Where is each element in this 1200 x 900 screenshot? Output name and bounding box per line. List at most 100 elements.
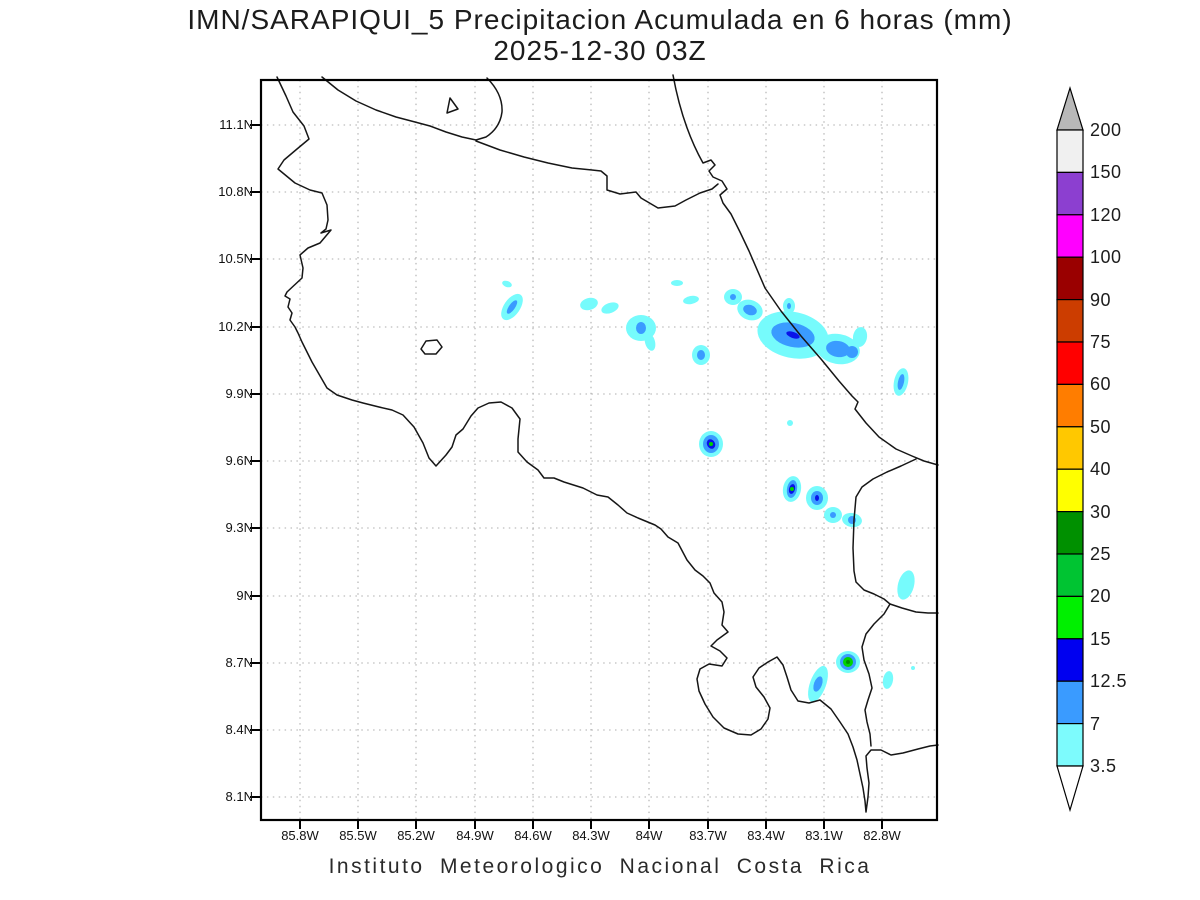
footer-attribution: Instituto Meteorologico Nacional Costa R…: [328, 855, 872, 878]
lon-tick-label: 84.3W: [572, 828, 610, 843]
precip-cell: [783, 298, 795, 314]
lon-tick-label: 85.5W: [339, 828, 377, 843]
precip-cell: [808, 665, 828, 703]
precip-cell: [836, 651, 860, 673]
lat-tick-label: 10.5N: [218, 251, 253, 266]
colorbar-segment: [1056, 214, 1084, 258]
precip-cell-layer: [671, 280, 683, 286]
precip-cell-layer: [787, 303, 791, 309]
precip-cell: [893, 368, 909, 396]
precip-cell-layer: [636, 322, 646, 334]
colorbar-level-label: 7: [1090, 713, 1101, 734]
precip-cell-layer: [815, 495, 819, 501]
precip-cell-layer: [709, 442, 713, 446]
precip-cell-layer: [730, 294, 736, 300]
colorbar-segment: [1056, 426, 1084, 470]
coastline: [446, 97, 459, 114]
colorbar-segment: [1056, 468, 1084, 513]
precip-cell: [842, 512, 862, 528]
colorbar-level-label: 25: [1090, 544, 1112, 564]
precip-cell-layer: [897, 570, 915, 600]
colorbar-level-label: 120: [1090, 204, 1122, 225]
precip-cell: [824, 507, 842, 523]
precip-cell: [683, 295, 699, 305]
lat-tick-label: 8.4N: [225, 722, 253, 737]
coastline: [276, 76, 939, 813]
precip-cell-layer: [790, 487, 794, 491]
lat-tick-label: 8.1N: [225, 789, 253, 804]
colorbar-level-label: 200: [1090, 120, 1122, 140]
lon-tick-label: 83.4W: [747, 828, 785, 843]
colorbar-segment: [1056, 129, 1084, 174]
precip-cell: [671, 280, 683, 286]
coastline: [420, 339, 443, 355]
precip-cell: [852, 327, 868, 347]
lon-tick-label: 84.9W: [456, 828, 494, 843]
lon-tick-label: 83.1W: [805, 828, 843, 843]
precip-cell-layer: [580, 297, 598, 311]
precip-cell: [782, 476, 802, 502]
precip-cell: [699, 431, 723, 457]
precip-cell-layer: [697, 350, 705, 360]
lat-tick-label: 9.9N: [225, 386, 253, 401]
colorbar-segment: [1056, 256, 1084, 301]
precip-cell-layer: [897, 374, 905, 390]
precip-cell: [501, 293, 523, 321]
precip-cell: [724, 289, 742, 305]
precip-cell-layer: [786, 331, 800, 339]
lat-tick-label: 10.8N: [218, 184, 253, 199]
colorbar-level-label: 60: [1090, 374, 1112, 395]
colorbar-level-label: 30: [1090, 501, 1112, 522]
precip-cell-layer: [502, 280, 512, 288]
map-frame: [259, 78, 939, 822]
colorbar-level-label: 50: [1090, 416, 1112, 437]
precip-cell: [846, 346, 858, 358]
precip-cell-layer: [743, 304, 757, 316]
lon-tick-label: 82.8W: [863, 828, 901, 843]
colorbar-segment: [1056, 383, 1084, 428]
colorbar-level-label: 12.5: [1090, 671, 1128, 692]
precip-cell-layer: [813, 676, 823, 692]
colorbar-over-arrow: [1056, 85, 1084, 131]
lon-tick-label: 83.7W: [689, 828, 727, 843]
title-line2: 2025-12-30 03Z: [493, 35, 707, 66]
lat-tick-label: 9.6N: [225, 453, 253, 468]
coastline: [475, 140, 719, 209]
colorbar-segment: [1056, 171, 1084, 216]
title-line1: IMN/SARAPIQUI_5 Precipitacion Acumulada …: [187, 4, 1013, 35]
precip-cell-layer: [826, 340, 850, 358]
precip-cell: [806, 486, 828, 510]
precip-cell: [502, 280, 512, 288]
colorbar-under-arrow: [1056, 765, 1084, 813]
colorbar-segment: [1056, 638, 1084, 682]
precip-cell: [580, 297, 598, 311]
precip-cell-layer: [852, 327, 868, 347]
lat-tick-label: 10.2N: [218, 319, 253, 334]
lat-tick-label: 8.7N: [225, 655, 253, 670]
coastline: [321, 76, 503, 141]
lon-tick-label: 84.6W: [514, 828, 552, 843]
lon-tick-label: 85.2W: [397, 828, 435, 843]
precip-cell: [601, 302, 619, 314]
precip-cell: [787, 420, 793, 426]
colorbar-level-label: 150: [1090, 162, 1122, 183]
precip-cell-layer: [846, 346, 858, 358]
colorbar-segment: [1056, 722, 1084, 767]
precip-cell: [692, 345, 710, 365]
colorbar-segment: [1056, 511, 1084, 555]
precip-cell-layer: [787, 420, 793, 426]
precip-cell-layer: [882, 671, 894, 689]
colorbar-level-label: 100: [1090, 247, 1122, 268]
precip-cell: [737, 299, 763, 321]
precip-cell: [911, 666, 915, 670]
lon-tick-label: 85.8W: [281, 828, 319, 843]
precip-cell-layer: [644, 333, 656, 351]
precip-cell: [897, 570, 915, 600]
colorbar-level-label: 20: [1090, 586, 1112, 607]
colorbar-level-label: 90: [1090, 289, 1112, 310]
coastline: [889, 603, 939, 614]
colorbar-segment: [1056, 680, 1084, 725]
coastline: [852, 458, 917, 747]
precip-cell-layer: [683, 295, 699, 305]
